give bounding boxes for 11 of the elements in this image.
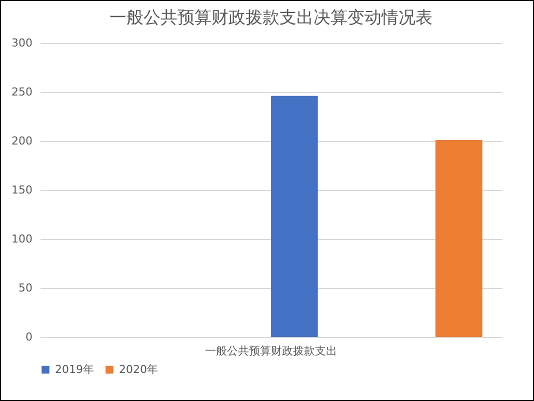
y-tick-label: 150 bbox=[12, 184, 32, 196]
y-tick-label: 200 bbox=[12, 134, 32, 148]
y-tick-label: 300 bbox=[12, 36, 32, 50]
x-tick-label: 一般公共预算财政拨款支出 bbox=[205, 344, 337, 358]
y-tick-label: 250 bbox=[12, 86, 32, 98]
legend-label: 2019年 bbox=[55, 362, 94, 376]
y-tick-label: 0 bbox=[26, 330, 32, 344]
y-tick-label: 50 bbox=[18, 282, 32, 294]
chart-title: 一般公共预算财政拨款支出决算变动情况表 bbox=[110, 8, 432, 28]
y-tick-label: 100 bbox=[12, 232, 32, 246]
legend-label: 2020年 bbox=[119, 362, 158, 376]
